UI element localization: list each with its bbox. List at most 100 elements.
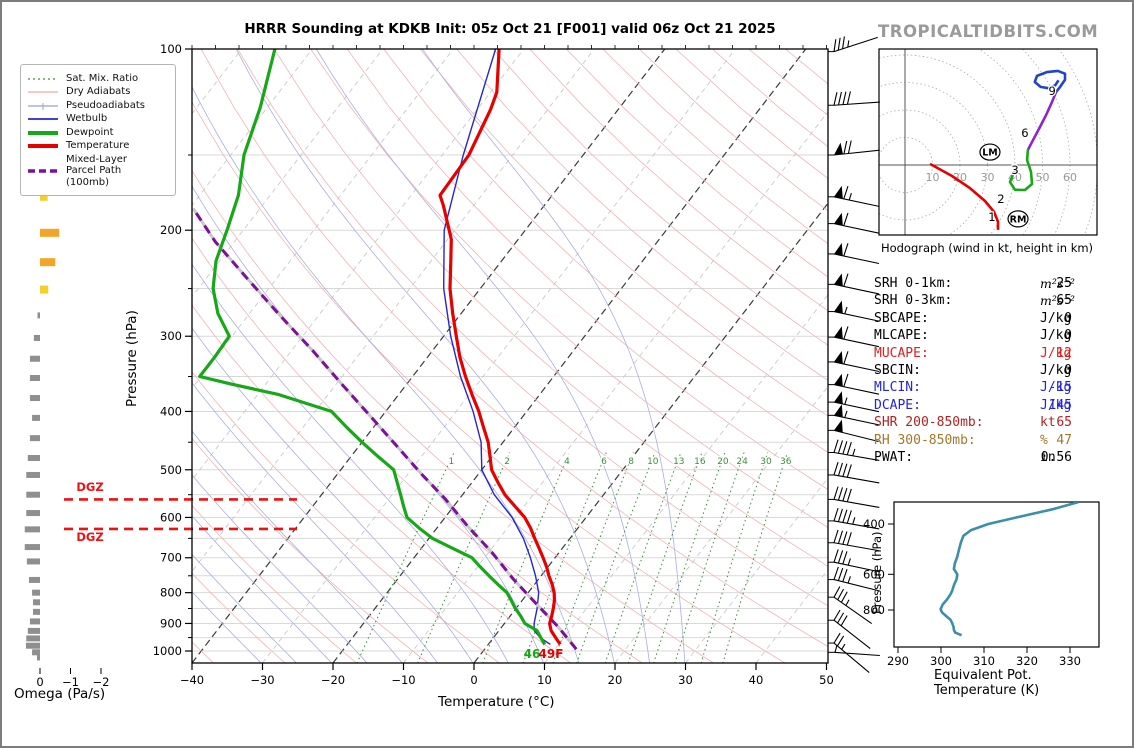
- surface-dewpoint-label: 46: [523, 647, 541, 661]
- temperature-curve: [438, 49, 562, 646]
- stats-panel: SRH 0-1km: 25 m²s⁻² SRH 0-3km: 65 m²s⁻² SBCAPE…: [874, 276, 1124, 476]
- stat-label: SHR 200-850mb:: [874, 415, 984, 431]
- legend-item-label: Temperature: [66, 140, 130, 152]
- legend-item-label: Sat. Mix. Ratio: [66, 72, 139, 84]
- theta-e-x-tick-label: 310: [973, 654, 995, 668]
- legend-item-label: Dry Adiabats: [66, 86, 131, 98]
- stat-label: SRH 0-3km:: [874, 293, 953, 309]
- mixing-ratio-label: 8: [628, 457, 634, 467]
- temperature-tick-label: 10: [537, 673, 552, 687]
- theta-e-plot: 290 300 310 320 330 400 600 800: [863, 501, 1100, 668]
- omega-tick-label: −2: [93, 675, 110, 689]
- stat-label: DCAPE:: [874, 397, 921, 413]
- mixing-ratio-label: 4: [564, 457, 570, 467]
- temperature-tick-label: 40: [749, 673, 764, 687]
- legend-item-label: Pseudoadiabats: [66, 99, 146, 111]
- stat-value: 145: [1048, 397, 1072, 413]
- hodograph-height-label: 2: [997, 192, 1004, 206]
- stat-value: 0: [1064, 363, 1072, 378]
- stat-unit: J/kg: [1040, 310, 1072, 326]
- temperature-tick-label: 30: [678, 673, 693, 687]
- hodograph-height-label: 6: [1021, 126, 1028, 140]
- stat-unit: m²s⁻²: [1040, 293, 1075, 309]
- legend-item-1: Dry Adiabats: [27, 86, 167, 98]
- stat-value: 47: [1056, 432, 1072, 448]
- hodograph-ring-label: 30: [981, 171, 995, 184]
- stat-row-sbcin: SBCIN: 0 J/kg: [874, 363, 1124, 380]
- hodograph-caption: Hodograph (wind in kt, height in km): [880, 241, 1094, 255]
- hodograph-segment-0-3km: [929, 162, 1000, 230]
- stat-unit: J/kg: [1040, 397, 1072, 413]
- hodograph-ring-label: 60: [1063, 171, 1077, 184]
- pressure-tick-label: 600: [160, 510, 182, 524]
- stat-unit: J/kg: [1040, 345, 1072, 361]
- wetbulb-curve: [442, 49, 551, 645]
- stat-row-mlcin: MLCIN: -15 J/kg: [874, 380, 1124, 397]
- omega-tick-label: −1: [62, 675, 79, 689]
- legend-sample-line: [28, 130, 58, 135]
- mixing-ratio-label: 16: [694, 457, 706, 467]
- legend-item-4: Dewpoint: [27, 127, 167, 139]
- legend-item-3: Wetbulb: [27, 113, 167, 125]
- omega-profile: 0 −1 −2: [24, 192, 110, 689]
- surface-temperature-label: 49F: [538, 647, 564, 661]
- stat-unit: kt: [1040, 415, 1056, 431]
- pressure-tick-label: 900: [160, 616, 182, 630]
- stat-label: SBCAPE:: [874, 310, 929, 326]
- stat-row-mucape: MUCAPE: 12 J/kg: [874, 346, 1124, 363]
- mixing-ratio-label: 36: [780, 457, 792, 467]
- watermark: TROPICALTIDBITS.COM: [878, 22, 1099, 41]
- mixing-ratio-lines: 1 2 4 6 8 10 13 16 20 24 30 36: [356, 452, 793, 663]
- theta-e-y-tick-label: 400: [863, 517, 885, 531]
- theta-e-y-tick-label: 800: [863, 603, 885, 617]
- stat-unit: m²s⁻²: [1040, 276, 1075, 291]
- sounding-curves: [192, 49, 578, 651]
- theta-e-pressure-axis-title: Pressure (hPa): [870, 531, 884, 615]
- legend-sample-line: [28, 102, 58, 110]
- pressure-tick-label: 1000: [153, 644, 182, 658]
- omega-axis-title: Omega (Pa/s): [14, 686, 106, 702]
- hodograph-ring-label: 20: [953, 171, 967, 184]
- theta-e-x-tick-label: 300: [930, 654, 952, 668]
- hodograph-ring-label: 50: [1036, 171, 1050, 184]
- mixing-ratio-label: 10: [647, 457, 659, 467]
- temperature-tick-label: −20: [321, 673, 345, 687]
- mixing-ratio-label: 1: [449, 457, 455, 467]
- stat-unit: J/kg: [1040, 380, 1072, 396]
- stat-value: 0: [1064, 310, 1072, 326]
- pressure-tick-label: 100: [160, 42, 182, 56]
- stat-label: MLCIN:: [874, 380, 921, 396]
- legend-item-0: Sat. Mix. Ratio: [27, 73, 167, 85]
- pressure-axis-title: Pressure (hPa): [124, 310, 140, 407]
- mixing-ratio-label: 2: [504, 457, 510, 467]
- pressure-tick-label: 800: [160, 586, 182, 600]
- stat-value: 25: [1056, 276, 1072, 291]
- legend-sample-line: [28, 77, 58, 80]
- pressure-tick-label: 500: [160, 463, 182, 477]
- pressure-tick-label: 200: [160, 223, 182, 237]
- stat-unit: %: [1040, 432, 1048, 448]
- hodograph-segment-9-12km: [1033, 69, 1067, 93]
- stat-row-pwat: PWAT: 0.56 in: [874, 450, 1124, 467]
- hodograph-height-label: 1: [988, 210, 995, 224]
- temperature-tick-label: −30: [250, 673, 274, 687]
- theta-e-x-tick-label: 330: [1059, 654, 1081, 668]
- legend-item-label: Mixed-Layer Parcel Path (100mb): [66, 153, 128, 188]
- stat-row-dcape: DCAPE: 145 J/kg: [874, 398, 1124, 415]
- mixing-ratio-label: 24: [736, 457, 748, 467]
- theta-e-x-tick-label: 320: [1016, 654, 1038, 668]
- omega-tick-label: 0: [36, 675, 43, 689]
- mixing-ratio-label: 20: [717, 457, 729, 467]
- stat-value: 0.56: [1040, 450, 1072, 465]
- dgz-label-bottom: DGZ: [76, 530, 104, 544]
- stat-unit: J/kg: [1040, 328, 1072, 344]
- dgz-label-top: DGZ: [76, 480, 104, 494]
- legend-item-5: Temperature: [27, 140, 167, 152]
- theta-e-axis-title: Equivalent Pot. Temperature (K): [934, 668, 1040, 698]
- temperature-axis-title: Temperature (°C): [438, 694, 555, 710]
- mixing-ratio-label: 6: [601, 457, 607, 467]
- temperature-tick-label: −40: [180, 673, 204, 687]
- stat-value: 65: [1056, 415, 1072, 431]
